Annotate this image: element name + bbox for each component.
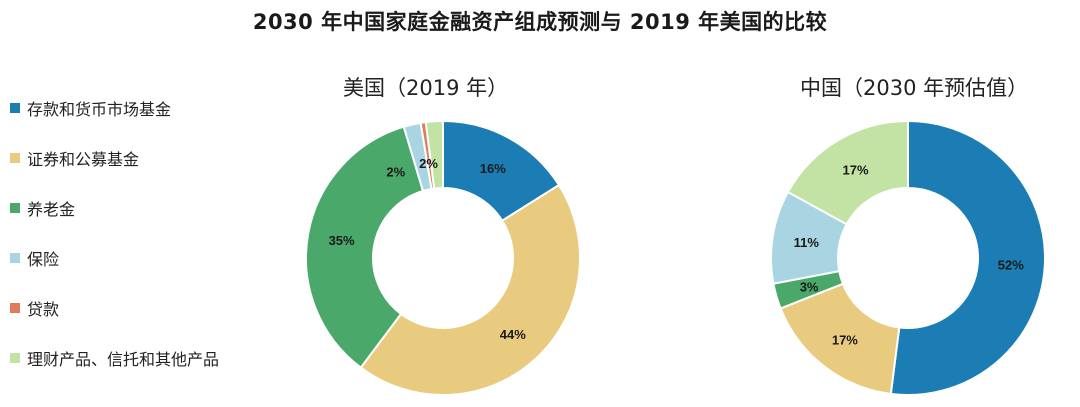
data-label-insurance: 11%: [794, 235, 820, 250]
legend-swatch: [10, 303, 20, 313]
legend-label: 理财产品、信托和其他产品: [27, 350, 220, 369]
legend-swatch: [10, 253, 20, 263]
legend-label: 贷款: [27, 300, 60, 319]
data-label-securities: 44%: [500, 327, 526, 342]
data-label-securities: 17%: [832, 332, 858, 347]
china-chart-subtitle: 中国（2030 年预估值）: [800, 76, 1029, 100]
legend-swatch: [10, 103, 20, 113]
slice-securities: [359, 183, 581, 396]
legend-label: 证券和公募基金: [27, 150, 140, 169]
slice-pension: [305, 125, 425, 370]
data-label-wealth-products: 2%: [419, 156, 438, 171]
legend-item-insurance: 保险: [10, 246, 59, 270]
slice-deposits: [889, 119, 1046, 396]
legend-item-securities: 证券和公募基金: [10, 146, 139, 170]
legend-item-loans: 贷款: [10, 296, 59, 320]
us-chart-subtitle: 美国（2019 年）: [343, 76, 509, 100]
data-label-deposits: 16%: [480, 161, 506, 176]
slice-wealth-products: [786, 119, 909, 226]
slice-securities: [779, 282, 901, 396]
chart-title: 2030 年中国家庭金融资产组成预测与 2019 年美国的比较: [252, 10, 828, 34]
data-label-insurance: 2%: [386, 165, 405, 180]
legend-swatch: [10, 353, 20, 363]
legend-item-wealth-products: 理财产品、信托和其他产品: [10, 346, 219, 370]
legend-swatch: [10, 153, 20, 163]
legend-item-deposits: 存款和货币市场基金: [10, 96, 171, 120]
legend-label: 保险: [27, 250, 60, 269]
legend-swatch: [10, 203, 20, 213]
data-label-pension: 35%: [329, 233, 355, 248]
legend-label: 存款和货币市场基金: [27, 100, 172, 119]
data-label-deposits: 52%: [998, 257, 1024, 272]
legend-label: 养老金: [27, 200, 76, 219]
data-label-pension: 3%: [800, 280, 819, 295]
data-label-wealth-products: 17%: [843, 162, 869, 177]
slice-wealth-products: [424, 119, 444, 190]
legend-item-pension: 养老金: [10, 196, 75, 220]
